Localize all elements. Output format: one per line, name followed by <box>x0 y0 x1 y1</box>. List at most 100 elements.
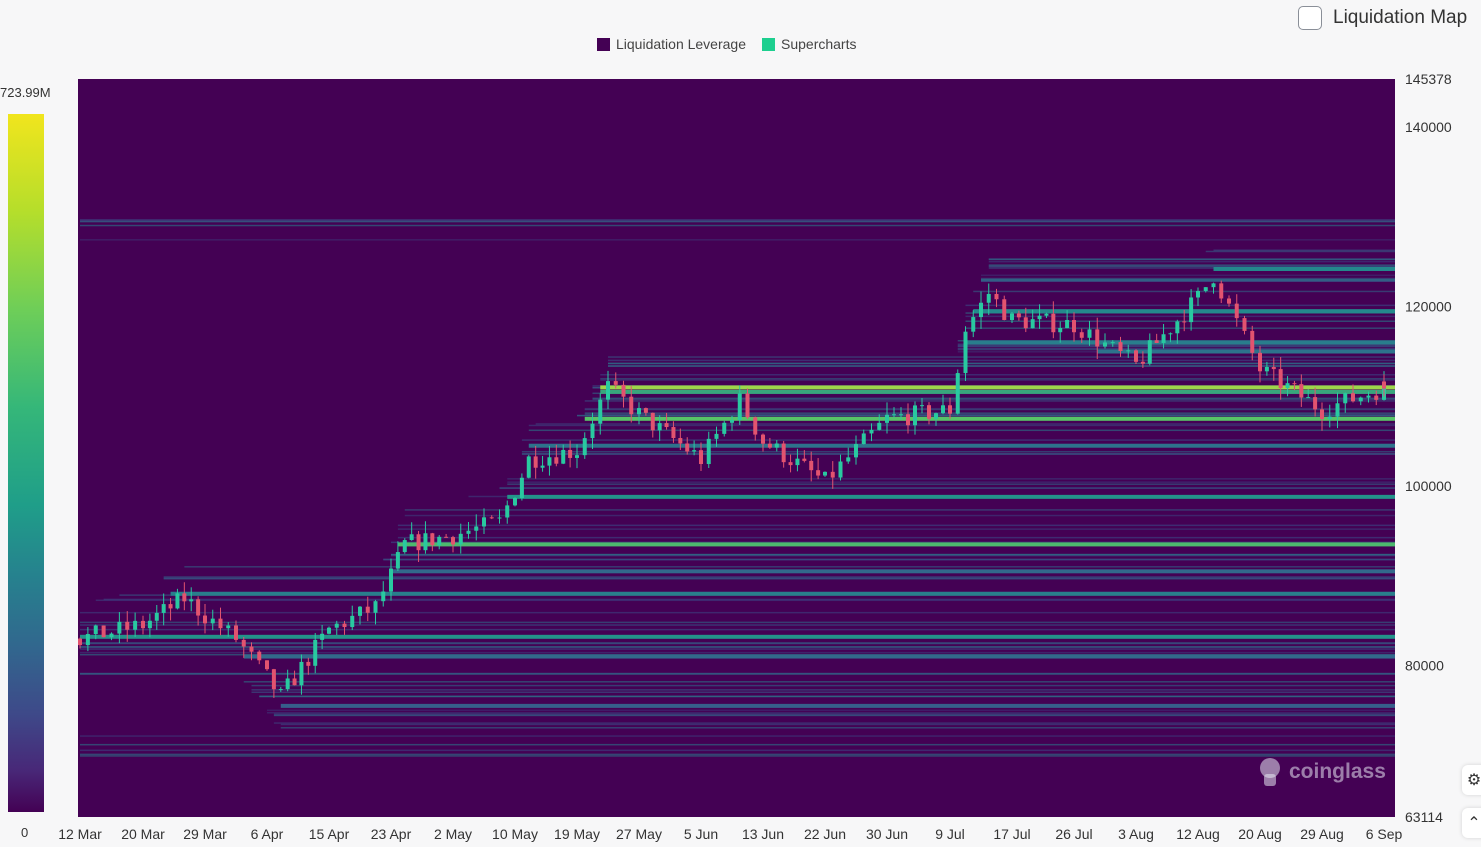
liquidation-band <box>170 591 1396 596</box>
candle-body <box>1051 313 1056 333</box>
candle-body <box>540 465 545 468</box>
candle-body <box>1023 317 1028 329</box>
candle-body <box>994 293 999 300</box>
y-tick-label: 145378 <box>1405 71 1452 87</box>
candle-body <box>218 618 223 629</box>
candle-body <box>241 639 246 647</box>
candle-body <box>906 414 910 426</box>
heat-line <box>80 753 1395 756</box>
heat-line <box>584 400 1395 402</box>
candle-body <box>395 552 400 569</box>
liquidation-map-label: Liquidation Map <box>1333 7 1468 28</box>
heat-line <box>163 577 1396 579</box>
heat-line <box>600 378 1395 380</box>
liquidation-band <box>280 703 1395 708</box>
heat-line <box>397 524 1395 527</box>
coinglass-watermark: coinglass <box>1255 756 1386 788</box>
liquidation-map-toggle[interactable]: Liquidation Map <box>1298 5 1467 31</box>
candle-body <box>458 533 463 545</box>
candle-body <box>606 381 610 400</box>
candle-body <box>1234 303 1239 319</box>
candle-body <box>598 399 603 424</box>
x-tick-label: 6 Sep <box>1366 826 1403 842</box>
liquidation-band <box>1097 349 1395 354</box>
candle-body <box>892 414 896 416</box>
candle-body <box>934 413 938 419</box>
heat-line <box>528 424 1395 427</box>
liquidation-band <box>584 416 1395 421</box>
candle-body <box>955 373 960 414</box>
heat-line <box>965 304 1395 307</box>
heat-line <box>507 481 1395 483</box>
candle-body <box>637 408 641 415</box>
x-tick-label: 20 Aug <box>1238 826 1282 842</box>
candle-body <box>816 470 821 476</box>
heatmap-plot-area[interactable] <box>78 79 1395 817</box>
candle-body <box>234 625 238 640</box>
heat-line <box>608 365 1395 367</box>
candle-body <box>854 444 858 458</box>
watermark-text: coinglass <box>1289 760 1386 783</box>
candle-body <box>1065 320 1070 329</box>
candle-body <box>788 462 793 466</box>
candle-body <box>109 633 114 638</box>
candle-body <box>1335 403 1340 417</box>
legend-item-liquidation-leverage[interactable]: Liquidation Leverage <box>597 36 746 52</box>
heat-line <box>273 713 1395 715</box>
candle-body <box>685 443 690 452</box>
heat-line <box>280 723 1395 726</box>
heat-line <box>577 414 1395 417</box>
heat-line <box>584 412 1395 414</box>
candle-body <box>210 618 215 624</box>
candle-body <box>1103 342 1107 347</box>
candle-body <box>365 606 370 613</box>
candle-body <box>986 293 991 303</box>
candle-body <box>554 457 559 464</box>
candle-body <box>505 505 510 518</box>
candle-body <box>590 423 595 439</box>
candlesticks <box>78 280 1386 698</box>
candle-body <box>154 612 159 621</box>
candle-body <box>373 601 378 613</box>
liquidation-band <box>600 385 1395 390</box>
candle-body <box>334 623 339 628</box>
heat-line <box>80 743 1395 746</box>
x-tick-label: 23 Apr <box>371 826 412 842</box>
candle-body <box>85 634 90 646</box>
heat-line <box>981 280 1395 282</box>
candle-body <box>161 604 166 613</box>
candle-body <box>78 638 82 646</box>
heat-line <box>521 452 1395 455</box>
candle-body <box>846 457 851 462</box>
candle-body <box>350 615 355 628</box>
legend-item-supercharts[interactable]: Supercharts <box>762 36 856 52</box>
legend-swatch <box>762 37 775 51</box>
candle-body <box>1366 395 1371 398</box>
candle-body <box>963 331 968 374</box>
candle-body <box>226 625 231 629</box>
candle-body <box>327 627 331 634</box>
candle-body <box>1313 397 1318 410</box>
candle-body <box>1264 366 1269 372</box>
candle-body <box>737 393 742 421</box>
candle-body <box>692 450 697 452</box>
candle-body <box>1161 334 1166 343</box>
heat-line <box>507 478 1395 480</box>
candle-body <box>774 443 779 448</box>
candle-body <box>1351 393 1355 402</box>
scroll-up-button[interactable]: ⌃ <box>1462 808 1481 838</box>
candle-body <box>320 633 325 640</box>
candle-body <box>1358 397 1363 402</box>
candle-body <box>358 606 362 616</box>
candle-body <box>513 498 517 506</box>
candle-body <box>489 517 494 519</box>
candle-body <box>292 678 297 686</box>
liquidation-map-checkbox[interactable] <box>1298 6 1322 30</box>
heat-line <box>404 509 1395 511</box>
candle-body <box>175 593 180 609</box>
x-tick-label: 29 Mar <box>183 826 227 842</box>
heat-line <box>251 691 1395 694</box>
settings-button[interactable]: ⚙ <box>1462 765 1481 795</box>
candle-body <box>1343 393 1348 404</box>
x-tick-label: 15 Apr <box>309 826 350 842</box>
